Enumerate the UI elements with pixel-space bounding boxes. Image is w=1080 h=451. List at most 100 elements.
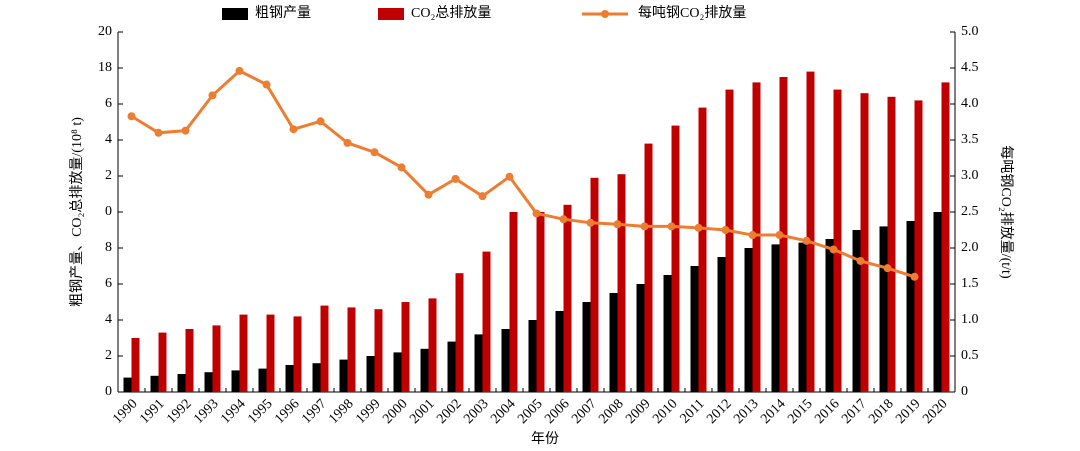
x-tick-label: 2019 bbox=[893, 396, 923, 426]
bar bbox=[860, 93, 869, 392]
bar bbox=[806, 71, 815, 392]
y2-tick-label: 2.5 bbox=[961, 204, 979, 219]
bar bbox=[771, 244, 780, 392]
x-tick-label: 2011 bbox=[678, 396, 708, 426]
y-tick-label: 4 bbox=[105, 312, 112, 327]
bar bbox=[582, 302, 591, 392]
line-point bbox=[910, 272, 919, 281]
bar bbox=[663, 275, 672, 392]
y2-tick-label: 3.5 bbox=[961, 132, 979, 147]
line-point bbox=[262, 80, 271, 89]
line-point bbox=[829, 245, 838, 254]
x-tick-label: 2001 bbox=[407, 396, 437, 426]
bar bbox=[590, 177, 599, 392]
y2-tick-label: 5.0 bbox=[961, 24, 979, 39]
bar bbox=[285, 365, 294, 392]
bar bbox=[698, 107, 707, 392]
bar bbox=[690, 266, 699, 392]
y2-tick-label: 4.0 bbox=[961, 96, 979, 111]
x-tick-label: 2020 bbox=[920, 396, 950, 426]
x-tick-label: 2003 bbox=[461, 396, 491, 426]
line-point bbox=[397, 163, 406, 172]
line-point bbox=[667, 222, 676, 231]
x-tick-label: 1990 bbox=[110, 396, 140, 426]
line-point bbox=[883, 264, 892, 273]
bar bbox=[447, 341, 456, 392]
line-point bbox=[289, 125, 298, 134]
y-tick-label: 20 bbox=[98, 24, 112, 39]
x-tick-label: 2015 bbox=[785, 396, 815, 426]
bar bbox=[474, 334, 483, 392]
x-tick-label: 2008 bbox=[596, 396, 626, 426]
bar bbox=[852, 230, 861, 392]
line-point bbox=[343, 138, 352, 147]
bar bbox=[717, 257, 726, 392]
y2-axis-label: 每吨钢CO₂排放量/(t/t) bbox=[998, 145, 1014, 279]
x-tick-label: 2005 bbox=[515, 396, 545, 426]
line-point bbox=[802, 236, 811, 245]
bar bbox=[825, 239, 834, 392]
x-tick-label: 2012 bbox=[704, 396, 734, 426]
bar bbox=[420, 348, 429, 392]
legend-label: CO₂总排放量 bbox=[411, 5, 491, 21]
bar bbox=[428, 298, 437, 392]
bar bbox=[339, 359, 348, 392]
line-point bbox=[208, 91, 217, 100]
bar bbox=[177, 374, 186, 392]
line-point bbox=[532, 209, 541, 218]
line-point bbox=[856, 256, 865, 265]
x-tick-label: 2016 bbox=[812, 396, 842, 426]
x-tick-label: 1994 bbox=[218, 396, 248, 426]
line bbox=[130, 69, 915, 279]
line-point bbox=[505, 172, 514, 181]
bar bbox=[212, 325, 221, 392]
line-point bbox=[640, 222, 649, 231]
x-tick-label: 2013 bbox=[731, 396, 761, 426]
line-point bbox=[559, 215, 568, 224]
x-tick-label: 2006 bbox=[542, 396, 572, 426]
x-tick-label: 1993 bbox=[191, 396, 221, 426]
bar bbox=[312, 363, 321, 392]
bar bbox=[906, 221, 915, 392]
bar bbox=[455, 273, 464, 392]
bar bbox=[258, 368, 267, 392]
bar bbox=[185, 329, 194, 392]
bar bbox=[833, 89, 842, 392]
x-tick-label: 2018 bbox=[866, 396, 896, 426]
line-point bbox=[316, 117, 325, 126]
y2-tick-label: 0 bbox=[961, 384, 968, 399]
bar bbox=[239, 314, 248, 392]
line-point bbox=[613, 220, 622, 229]
x-tick-label: 1999 bbox=[353, 396, 383, 426]
line-point bbox=[370, 148, 379, 157]
line-point bbox=[235, 66, 244, 75]
bar bbox=[879, 226, 888, 392]
bar bbox=[528, 320, 537, 392]
bar bbox=[509, 212, 518, 392]
bar bbox=[536, 212, 545, 392]
line-point bbox=[775, 231, 784, 240]
line-point bbox=[721, 226, 730, 234]
y-tick-label: 0 bbox=[105, 384, 112, 399]
y-tick-label: 6 bbox=[105, 276, 112, 291]
x-tick-label: 2007 bbox=[569, 396, 599, 426]
x-tick-label: 1991 bbox=[137, 396, 167, 426]
bar bbox=[555, 311, 564, 392]
bar bbox=[231, 370, 240, 392]
bar bbox=[393, 352, 402, 392]
line-point bbox=[127, 112, 136, 121]
x-tick-label: 2000 bbox=[380, 396, 410, 426]
x-tick-label: 1997 bbox=[299, 396, 329, 426]
bar bbox=[131, 338, 140, 392]
y-tick-label: 8 bbox=[105, 240, 112, 255]
bar bbox=[150, 375, 159, 392]
x-tick-label: 2010 bbox=[650, 396, 680, 426]
bar bbox=[123, 377, 132, 392]
bar bbox=[933, 212, 942, 392]
bar bbox=[374, 309, 383, 392]
line-point bbox=[181, 126, 190, 135]
x-tick-label: 1998 bbox=[326, 396, 356, 426]
y2-tick-label: 4.5 bbox=[961, 60, 979, 75]
y2-tick-label: 1.0 bbox=[961, 312, 979, 327]
